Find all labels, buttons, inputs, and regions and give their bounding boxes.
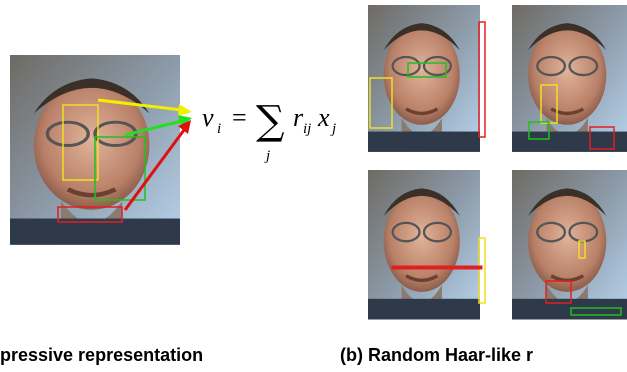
formula-lhs-sub: i [217, 121, 221, 137]
formula-factor2: x [317, 103, 330, 132]
example-photo [368, 170, 485, 320]
formula-sum-sub: j [264, 148, 270, 164]
formula-factor2-sub: j [330, 121, 336, 137]
example-photo [512, 5, 627, 152]
caption-a: pressive representation [0, 345, 203, 365]
formula-equals: = [232, 103, 247, 132]
haar-examples [368, 5, 627, 320]
caption-b: (b) Random Haar-like r [340, 345, 533, 365]
formula-sum: ∑ [256, 98, 285, 144]
example-photo [368, 5, 485, 152]
figure: v i = ∑ j r ij x j [0, 0, 627, 372]
main-photo [10, 55, 180, 245]
formula-lhs: v [202, 103, 214, 132]
formula-factor1-sub: ij [303, 121, 311, 137]
formula: v i = ∑ j r ij x j [202, 98, 336, 164]
example-photo [512, 170, 627, 320]
